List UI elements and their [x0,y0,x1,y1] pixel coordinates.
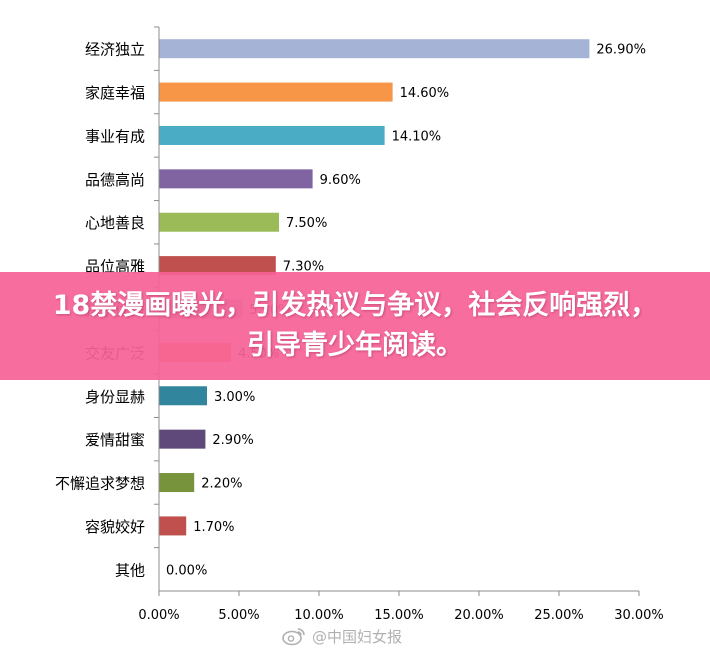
watermark-text: @中国妇女报 [312,627,403,646]
category-label: 家庭幸福 [85,84,145,102]
headline-banner: 18禁漫画曝光，引发热议与争议，社会反响强烈，引导青少年阅读。 [0,272,710,380]
bar [159,516,187,536]
category-label: 事业有成 [85,127,145,145]
bar [159,125,385,145]
x-tick-label: 25.00% [534,608,584,623]
watermark: @中国妇女报 [282,624,402,648]
bar [159,169,313,189]
x-tick-label: 10.00% [294,608,344,623]
x-tick-label: 15.00% [374,608,424,623]
data-label: 3.00% [214,390,255,405]
data-label: 2.90% [212,433,253,448]
category-label: 品德高尚 [85,171,145,189]
bar [159,386,207,406]
data-label: 0.00% [166,563,207,578]
category-label: 其他 [115,561,145,579]
category-label: 品位高雅 [85,258,145,276]
category-label: 身份显赫 [85,388,145,406]
x-tick-label: 5.00% [218,608,259,623]
data-label: 26.90% [596,43,646,58]
category-label: 心地善良 [85,214,145,232]
bar [159,256,276,276]
x-tick-label: 30.00% [614,608,664,623]
category-label: 不懈追求梦想 [55,475,145,493]
x-tick-label: 0.00% [138,608,179,623]
weibo-icon [282,628,305,646]
category-label: 容貌姣好 [85,518,145,536]
data-label: 1.70% [193,520,234,535]
headline-text: 18禁漫画曝光，引发热议与争议，社会反响强烈，引导青少年阅读。 [52,290,658,361]
x-tick-label: 20.00% [454,608,504,623]
bar [159,39,590,59]
bar [159,473,195,493]
category-label: 经济独立 [85,41,145,59]
data-label: 2.20% [201,477,242,492]
data-label: 14.60% [400,86,450,101]
data-label: 7.30% [283,260,324,275]
bar [159,82,393,102]
category-label: 爱情甜蜜 [85,431,145,449]
data-label: 9.60% [320,173,361,188]
data-label: 14.10% [392,129,442,144]
bar [159,429,206,449]
data-label: 7.50% [286,216,327,231]
bar [159,212,279,232]
